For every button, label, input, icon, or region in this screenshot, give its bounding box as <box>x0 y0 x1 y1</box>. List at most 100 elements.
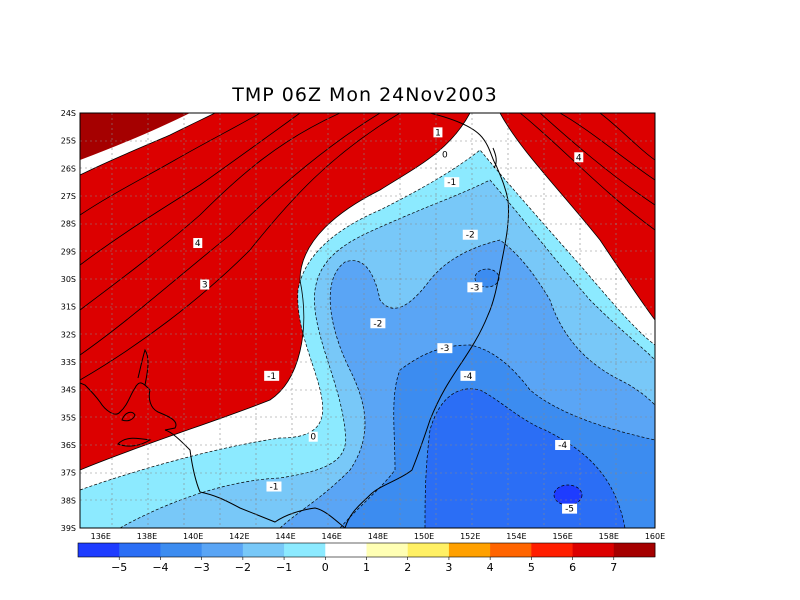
contour-label: 3 <box>202 281 208 291</box>
contour-label: -3 <box>440 344 449 354</box>
lat-tick-label: 26S <box>61 164 76 173</box>
lon-tick-label: 144E <box>275 532 295 541</box>
colorbar-label: 4 <box>487 561 494 574</box>
contour-label: 1 <box>435 128 441 138</box>
lat-tick-label: 32S <box>61 330 76 339</box>
colorbar-swatch <box>531 543 573 557</box>
coastline <box>80 113 509 528</box>
contour-label-bg <box>266 481 282 492</box>
contour-label-bg <box>574 152 584 163</box>
contour-label-bg <box>562 503 578 514</box>
lat-tick-label: 24S <box>61 109 76 118</box>
lon-tick-label: 154E <box>506 532 526 541</box>
lat-tick-label: 38S <box>61 496 76 505</box>
band-7-plus <box>80 113 190 160</box>
graticule <box>80 113 655 528</box>
colorbar-label: 0 <box>322 561 329 574</box>
contour-label: 4 <box>576 153 582 163</box>
map-title: TMP 06Z Mon 24Nov2003 <box>232 84 498 106</box>
contour-label-bg <box>460 370 476 381</box>
colorbar-label: 5 <box>528 561 535 574</box>
lon-tick-label: 150E <box>414 532 434 541</box>
lon-tick-label: 148E <box>368 532 388 541</box>
colorbar-swatch <box>366 543 409 557</box>
lat-tick-label: 33S <box>61 358 76 367</box>
longitude-ticks: 136E 138E 140E 142E 144E 146E 148E 150E 152E 154E… <box>91 532 666 541</box>
lat-tick-label: 31S <box>61 303 76 312</box>
colorbar-swatch <box>448 543 491 557</box>
contour-label-bg <box>440 149 450 160</box>
lon-tick-label: 136E <box>91 532 111 541</box>
colorbar-swatch <box>407 543 450 557</box>
contour-label: -4 <box>558 441 567 451</box>
colorbar-label: −4 <box>152 561 168 574</box>
filled-contours <box>80 113 655 528</box>
contour-label-bg <box>264 370 280 381</box>
colorbar-swatch <box>78 543 120 557</box>
latitude-ticks: 24S 25S 26S 27S 28S 29S 30S 31S 32S 33S 34S 35S 36S 3… <box>61 109 76 533</box>
contour-label-bg <box>462 229 478 240</box>
map-frame <box>79 112 656 529</box>
contour-label-bg <box>437 343 453 354</box>
lat-tick-label: 28S <box>61 220 76 229</box>
contour-label: -1 <box>267 372 276 382</box>
lon-tick-label: 156E <box>552 532 572 541</box>
colorbar-swatch <box>201 543 244 557</box>
colorbar-label: −1 <box>276 561 292 574</box>
contour-label: -2 <box>373 319 382 329</box>
colorbar-swatch <box>160 543 203 557</box>
colorbar-label: 1 <box>363 561 370 574</box>
contour-label-bg <box>444 177 460 188</box>
contour-label-bg <box>193 238 203 249</box>
contour-label: 0 <box>310 433 316 443</box>
lon-tick-label: 160E <box>645 532 665 541</box>
contour-label: -1 <box>447 178 456 188</box>
colorbar: −5 −4 −3 −2 −1 0 1 2 3 4 5 6 7 <box>77 542 656 574</box>
colorbar-label: −5 <box>111 561 127 574</box>
lat-tick-label: 27S <box>61 192 76 201</box>
lat-tick-label: 34S <box>61 386 76 395</box>
contour-label: -2 <box>466 231 475 241</box>
lon-tick-label: 146E <box>322 532 342 541</box>
lat-tick-label: 39S <box>61 524 76 533</box>
colorbar-swatch <box>284 543 326 557</box>
lat-tick-label: 29S <box>61 247 76 256</box>
colorbar-label: −2 <box>235 561 251 574</box>
contour-label-bg <box>467 282 483 293</box>
contour-label-bg <box>308 431 318 442</box>
contour-label: -4 <box>463 372 472 382</box>
contour-label: 0 <box>442 151 448 161</box>
contour-label-bg <box>433 127 443 138</box>
contour-label-bg <box>200 279 210 290</box>
colorbar-swatch <box>613 543 656 557</box>
contour-label: -3 <box>470 283 479 293</box>
lat-tick-label: 36S <box>61 441 76 450</box>
colorbar-swatch <box>490 543 532 557</box>
lon-tick-label: 142E <box>229 532 249 541</box>
lat-tick-label: 37S <box>61 469 76 478</box>
lat-tick-label: 30S <box>61 275 76 284</box>
contour-label: -5 <box>565 505 574 515</box>
colorbar-swatch <box>572 543 615 557</box>
contour-lines <box>80 113 655 471</box>
lat-tick-label: 25S <box>61 137 76 146</box>
lon-tick-label: 152E <box>460 532 480 541</box>
colorbar-swatch <box>325 543 367 557</box>
colorbar-label: −3 <box>194 561 210 574</box>
contour-label-bg <box>370 318 386 329</box>
lon-tick-label: 138E <box>137 532 157 541</box>
contour-label: -1 <box>269 483 278 493</box>
lon-tick-label: 158E <box>599 532 619 541</box>
lon-tick-label: 140E <box>183 532 203 541</box>
colorbar-label: 7 <box>610 561 617 574</box>
contour-label-bg <box>555 440 571 450</box>
colorbar-label: 3 <box>445 561 452 574</box>
colorbar-label: 2 <box>404 561 411 574</box>
colorbar-swatch <box>119 543 161 557</box>
contour-label: 4 <box>195 239 201 249</box>
contour-labels: 4 3 -1 0 -1 -2 -3 -4 -4 -5 -3 -2 -1 0 1 4 <box>193 127 584 515</box>
lat-tick-label: 35S <box>61 413 76 422</box>
colorbar-swatch <box>242 543 285 557</box>
colorbar-label: 6 <box>569 561 576 574</box>
